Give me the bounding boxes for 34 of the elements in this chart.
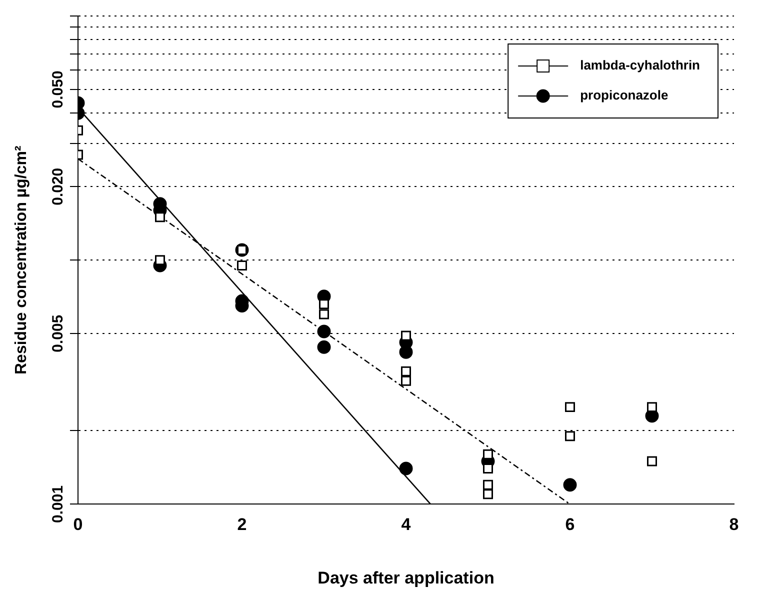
point: [319, 299, 329, 310]
legend-label: propiconazole: [580, 88, 668, 103]
x-axis-title: Days after application: [318, 568, 494, 588]
point: [563, 478, 577, 492]
y-tick-label: 0.020: [50, 168, 67, 206]
y-tick-label: 0.005: [50, 314, 67, 352]
x-tick-label: 8: [729, 515, 739, 534]
y-axis-title: Residue concentration µg/cm²: [13, 146, 30, 375]
point: [647, 402, 657, 412]
point: [401, 376, 411, 386]
point: [155, 212, 165, 222]
point: [401, 366, 411, 376]
legend-label: lambda-cyhalothrin: [580, 58, 700, 73]
point: [317, 324, 331, 338]
x-tick-label: 2: [237, 515, 247, 534]
point: [399, 462, 413, 476]
point: [319, 309, 329, 320]
point: [399, 345, 413, 359]
y-tick-label: 0.050: [50, 70, 67, 108]
x-tick-label: 6: [565, 515, 575, 534]
x-tick-label: 0: [73, 515, 83, 534]
point: [317, 340, 331, 354]
point: [565, 431, 575, 442]
x-tick-label: 4: [401, 515, 412, 534]
y-tick-label: 0.001: [50, 485, 67, 523]
point: [155, 255, 165, 266]
point: [237, 260, 247, 271]
point: [565, 402, 575, 412]
point: [483, 464, 493, 474]
point: [483, 480, 493, 490]
point: [483, 489, 493, 500]
point: [401, 330, 411, 341]
point: [483, 449, 493, 460]
point: [647, 456, 657, 466]
